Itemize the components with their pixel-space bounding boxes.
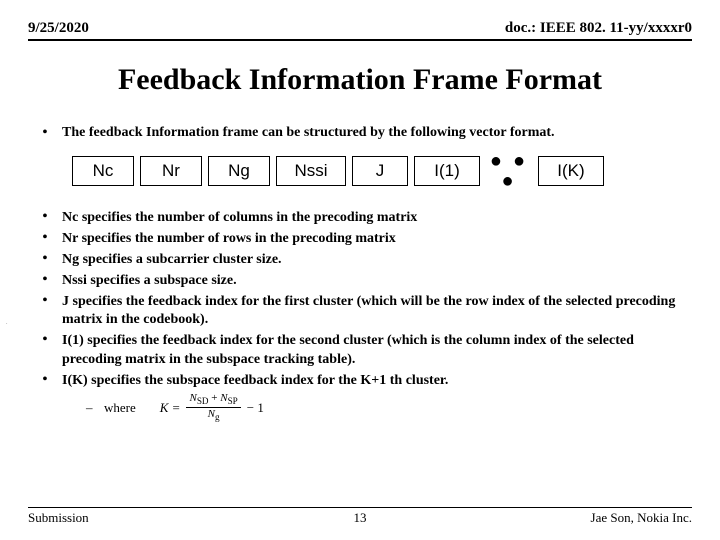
bullet-icon: • [28,332,62,348]
list-item: •J specifies the feedback index for the … [28,293,692,331]
k-formula: K = NSD + NSP Ng − 1 [160,393,264,423]
footer-page: 13 [28,510,692,526]
bullet-list: •Nc specifies the number of columns in t… [28,209,692,391]
frame-format-row: Nc Nr Ng Nssi J I(1) ● ● ● I(K) [72,151,692,191]
bullet-text: J specifies the feedback index for the f… [62,293,692,331]
header-bar: 9/25/2020 doc.: IEEE 802. 11-yy/xxxxr0 [28,20,692,41]
intro-bullet: • The feedback Information frame can be … [28,125,692,141]
bullet-icon: • [28,230,62,246]
formula-lhs: K = [160,400,181,416]
cell-i1: I(1) [414,156,480,186]
bullet-icon: • [28,272,62,288]
cell-nssi: Nssi [276,156,346,186]
intro-text: The feedback Information frame can be st… [62,125,555,141]
bullet-text: I(K) specifies the subspace feedback ind… [62,372,692,391]
sub-bullet: – where K = NSD + NSP Ng − 1 [86,393,692,423]
cell-nr: Nr [140,156,202,186]
page-title: Feedback Information Frame Format [28,63,692,97]
bullet-icon: • [28,293,62,309]
bullet-icon: • [28,251,62,267]
cell-nc: Nc [72,156,134,186]
formula-num: NSD + NSP [186,393,240,408]
bullet-text: I(1) specifies the feedback index for th… [62,332,692,370]
bullet-text: Nssi specifies a subspace size. [62,272,692,291]
list-item: •Ng specifies a subcarrier cluster size. [28,251,692,270]
list-item: •I(1) specifies the feedback index for t… [28,332,692,370]
list-item: •Nssi specifies a subspace size. [28,272,692,291]
dash-icon: – [86,400,104,416]
bullet-text: Ng specifies a subcarrier cluster size. [62,251,692,270]
bullet-text: Nr specifies the number of rows in the p… [62,230,692,249]
bullet-icon: • [28,125,62,141]
cell-j: J [352,156,408,186]
header-docref: doc.: IEEE 802. 11-yy/xxxxr0 [505,20,692,37]
list-item: •I(K) specifies the subspace feedback in… [28,372,692,391]
formula-fraction: NSD + NSP Ng [186,393,240,423]
bullet-text: Nc specifies the number of columns in th… [62,209,692,228]
bullet-icon: • [28,372,62,388]
footer-bar: Submission 13 Jae Son, Nokia Inc. [28,507,692,526]
formula-den: Ng [208,408,220,422]
where-label: where [104,400,136,416]
list-item: •Nc specifies the number of columns in t… [28,209,692,228]
ellipsis-icon: ● ● ● [486,151,532,191]
list-item: •Nr specifies the number of rows in the … [28,230,692,249]
header-date: 9/25/2020 [28,20,89,37]
cell-ik: I(K) [538,156,604,186]
formula-tail: − 1 [247,400,264,416]
bullet-icon: • [28,209,62,225]
stray-mark: . [6,320,8,326]
cell-ng: Ng [208,156,270,186]
